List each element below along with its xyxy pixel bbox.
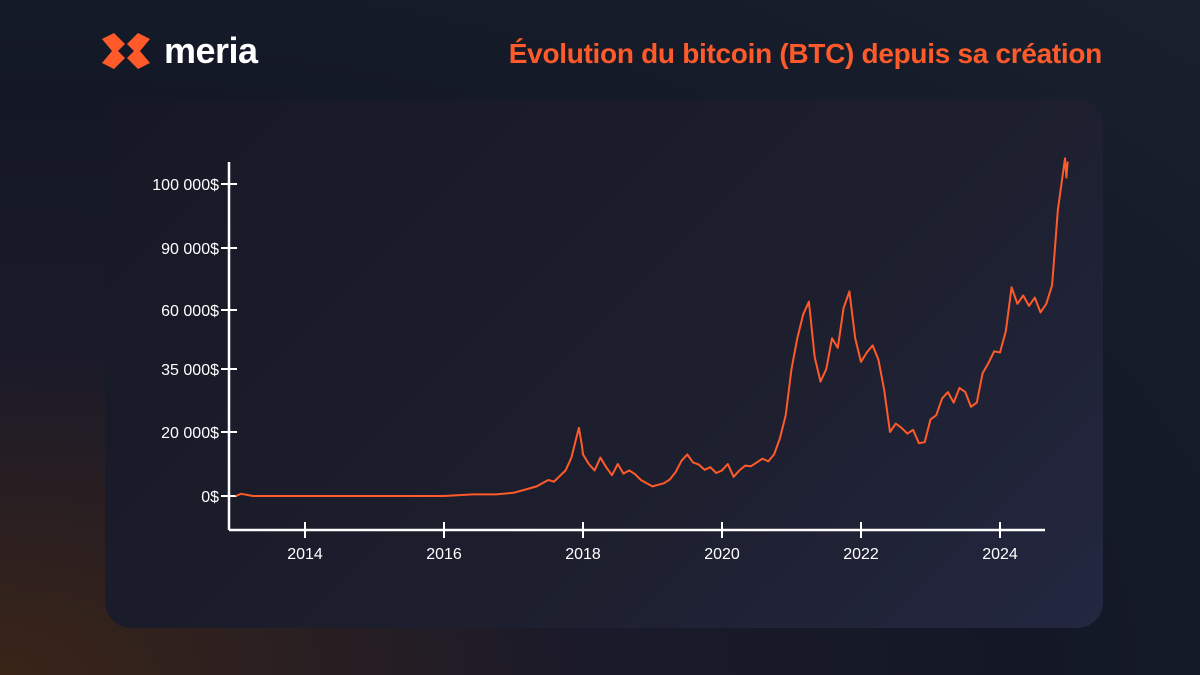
x-tick-label: 2020 bbox=[704, 546, 740, 563]
brand: meria bbox=[100, 30, 258, 72]
page-title: Évolution du bitcoin (BTC) depuis sa cré… bbox=[508, 38, 1103, 69]
y-tick-label: 20 000$ bbox=[161, 425, 219, 442]
chart-panel: 0$ 20 000$ 35 000$ 60 000$ 90 000$ 100 000$ 2… bbox=[105, 99, 1103, 628]
x-axis-ticks bbox=[304, 522, 1001, 538]
y-tick-label: 60 000$ bbox=[161, 303, 219, 320]
y-tick-label: 90 000$ bbox=[161, 241, 219, 258]
y-tick-label: 100 000$ bbox=[152, 177, 219, 194]
x-tick-label: 2024 bbox=[982, 546, 1018, 563]
x-tick-label: 2018 bbox=[565, 546, 601, 563]
price-line bbox=[235, 157, 1069, 497]
x-tick-label: 2022 bbox=[843, 546, 879, 563]
y-tick-label: 35 000$ bbox=[161, 362, 219, 379]
line-chart: 0$ 20 000$ 35 000$ 60 000$ 90 000$ 100 000$ 2… bbox=[152, 157, 1069, 563]
y-axis-labels: 0$ 20 000$ 35 000$ 60 000$ 90 000$ 100 000$ bbox=[152, 177, 219, 506]
meria-logo-icon bbox=[102, 33, 150, 69]
x-tick-label: 2016 bbox=[426, 546, 462, 563]
brand-name: meria bbox=[164, 30, 258, 71]
x-tick-label: 2014 bbox=[287, 546, 323, 563]
y-tick-label: 0$ bbox=[201, 489, 219, 506]
y-axis-ticks bbox=[221, 183, 237, 497]
x-axis-labels: 2014 2016 2018 2020 2022 2024 bbox=[287, 546, 1018, 563]
